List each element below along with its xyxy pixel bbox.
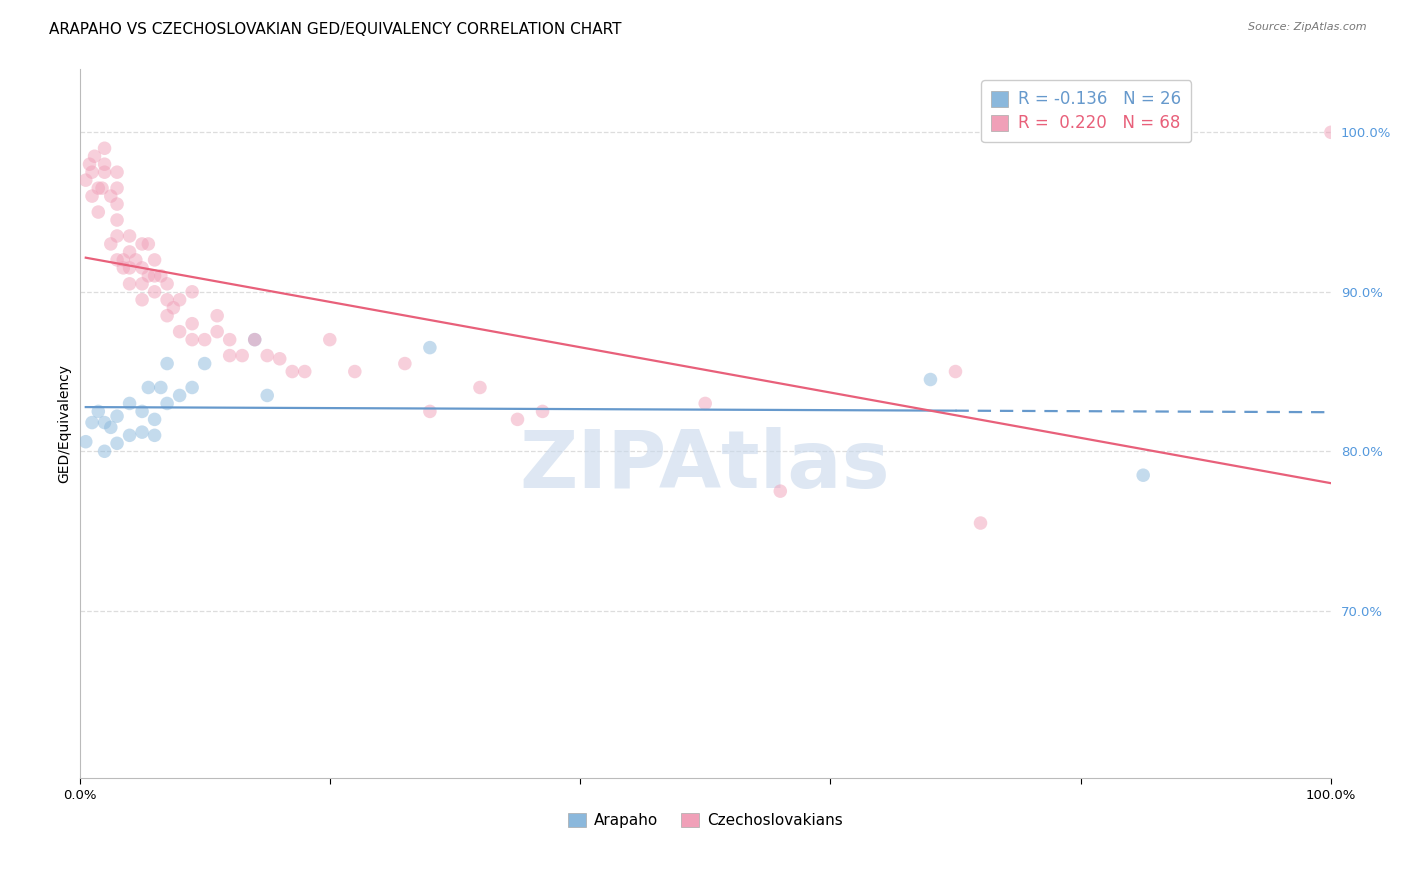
Point xyxy=(105,436,128,450)
Point xyxy=(105,213,128,227)
Point xyxy=(75,173,97,187)
Point xyxy=(118,428,141,442)
Text: Source: ZipAtlas.com: Source: ZipAtlas.com xyxy=(1249,22,1367,32)
Point xyxy=(769,484,792,499)
Point xyxy=(118,244,141,259)
Point xyxy=(169,325,191,339)
Point xyxy=(143,285,166,299)
Point xyxy=(531,404,554,418)
Point xyxy=(945,365,967,379)
Point xyxy=(149,268,172,283)
Point xyxy=(125,252,148,267)
Point xyxy=(143,268,166,283)
Point xyxy=(105,197,128,211)
Point xyxy=(194,357,217,371)
Point xyxy=(162,301,184,315)
Point xyxy=(93,141,115,155)
Point xyxy=(419,404,441,418)
Point xyxy=(181,317,204,331)
Point xyxy=(181,285,204,299)
Point xyxy=(1320,125,1343,139)
Point xyxy=(181,333,204,347)
Point xyxy=(243,333,266,347)
Point xyxy=(91,181,114,195)
Point xyxy=(100,236,122,251)
Point xyxy=(156,277,179,291)
Point xyxy=(93,157,115,171)
Point xyxy=(468,380,491,394)
Point xyxy=(93,416,115,430)
Point xyxy=(205,325,228,339)
Y-axis label: GED/Equivalency: GED/Equivalency xyxy=(58,364,72,483)
Point xyxy=(87,205,110,219)
Point xyxy=(138,268,160,283)
Point xyxy=(169,293,191,307)
Point xyxy=(149,380,172,394)
Point xyxy=(131,277,153,291)
Point xyxy=(87,404,110,418)
Point xyxy=(181,380,204,394)
Point xyxy=(419,341,441,355)
Point xyxy=(93,444,115,458)
Point xyxy=(506,412,529,426)
Point xyxy=(256,388,278,402)
Point xyxy=(156,309,179,323)
Point xyxy=(218,333,240,347)
Text: ZIPAtlas: ZIPAtlas xyxy=(520,427,890,505)
Point xyxy=(194,333,217,347)
Point xyxy=(281,365,304,379)
Point xyxy=(112,260,135,275)
Point xyxy=(218,349,240,363)
Point xyxy=(156,293,179,307)
Point xyxy=(1132,468,1154,483)
Point xyxy=(118,229,141,244)
Point xyxy=(105,165,128,179)
Point xyxy=(131,260,153,275)
Point xyxy=(243,333,266,347)
Point xyxy=(105,229,128,244)
Legend: Arapaho, Czechoslovakians: Arapaho, Czechoslovakians xyxy=(561,806,849,834)
Point xyxy=(231,349,253,363)
Point xyxy=(269,351,291,366)
Point xyxy=(80,165,103,179)
Point xyxy=(143,428,166,442)
Point xyxy=(75,434,97,449)
Point xyxy=(93,165,115,179)
Point xyxy=(143,252,166,267)
Point xyxy=(256,349,278,363)
Point xyxy=(143,412,166,426)
Point xyxy=(131,293,153,307)
Point xyxy=(343,365,366,379)
Point xyxy=(169,388,191,402)
Point xyxy=(156,396,179,410)
Point xyxy=(319,333,342,347)
Point xyxy=(79,157,101,171)
Point xyxy=(105,409,128,424)
Point xyxy=(118,260,141,275)
Point xyxy=(969,516,991,530)
Point xyxy=(118,396,141,410)
Point xyxy=(920,372,942,386)
Point xyxy=(83,149,105,163)
Point xyxy=(100,420,122,434)
Point xyxy=(131,425,153,439)
Point xyxy=(112,252,135,267)
Point xyxy=(118,277,141,291)
Text: ARAPAHO VS CZECHOSLOVAKIAN GED/EQUIVALENCY CORRELATION CHART: ARAPAHO VS CZECHOSLOVAKIAN GED/EQUIVALEN… xyxy=(49,22,621,37)
Point xyxy=(394,357,416,371)
Point xyxy=(695,396,717,410)
Point xyxy=(138,236,160,251)
Point xyxy=(80,416,103,430)
Point xyxy=(138,380,160,394)
Point xyxy=(87,181,110,195)
Point xyxy=(100,189,122,203)
Point xyxy=(156,357,179,371)
Point xyxy=(131,236,153,251)
Point xyxy=(105,181,128,195)
Point xyxy=(294,365,316,379)
Point xyxy=(80,189,103,203)
Point xyxy=(105,252,128,267)
Point xyxy=(205,309,228,323)
Point xyxy=(131,404,153,418)
